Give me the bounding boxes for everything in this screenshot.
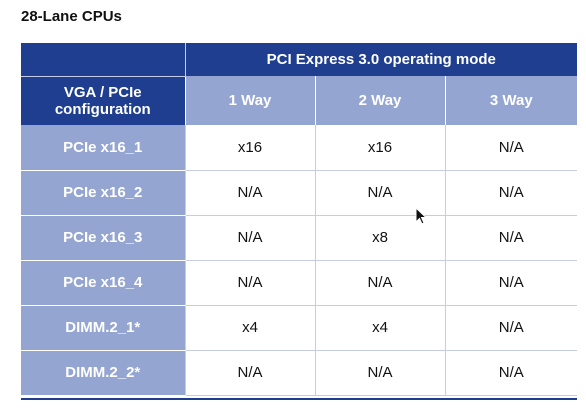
cell-value: N/A xyxy=(444,350,578,396)
row-label: DIMM.2_1* xyxy=(21,305,185,351)
column-header-1way: 1 Way xyxy=(184,76,315,125)
cell-value: N/A xyxy=(444,125,578,171)
row-label: PCIe x16_1 xyxy=(21,125,185,171)
row-label: DIMM.2_2* xyxy=(21,350,185,396)
cell-value: N/A xyxy=(184,215,315,261)
cell-value: N/A xyxy=(444,260,578,306)
table-row: DIMM.2_1* x4 x4 N/A xyxy=(21,305,578,351)
page-title: 28-Lane CPUs xyxy=(21,8,122,25)
table-bottom-rule xyxy=(21,398,577,400)
cell-value: N/A xyxy=(444,170,578,216)
config-header: VGA / PCIe configuration xyxy=(21,75,185,125)
pcie-config-table: PCI Express 3.0 operating mode VGA / PCI… xyxy=(21,43,578,396)
cell-value: N/A xyxy=(444,215,578,261)
cell-value: N/A xyxy=(184,260,315,306)
table-row: PCIe x16_3 N/A x8 N/A xyxy=(21,215,578,261)
cell-value: x8 xyxy=(314,215,445,261)
header-empty-cell xyxy=(21,43,185,76)
table-header-row-2: VGA / PCIe configuration 1 Way 2 Way 3 W… xyxy=(21,75,578,125)
table-row: DIMM.2_2* N/A N/A N/A xyxy=(21,350,578,396)
cell-value: N/A xyxy=(314,260,445,306)
row-label: PCIe x16_2 xyxy=(21,170,185,216)
table-row: PCIe x16_2 N/A N/A N/A xyxy=(21,170,578,216)
cell-value: x4 xyxy=(314,305,445,351)
cell-value: x16 xyxy=(184,125,315,171)
table-header-row-1: PCI Express 3.0 operating mode xyxy=(21,43,578,76)
cell-value: x16 xyxy=(314,125,445,171)
cell-value: N/A xyxy=(184,350,315,396)
cell-value: x4 xyxy=(184,305,315,351)
column-header-2way: 2 Way xyxy=(314,76,445,125)
config-header-line1: VGA / PCIe xyxy=(63,83,142,101)
mouse-pointer-icon xyxy=(415,207,427,225)
row-label: PCIe x16_4 xyxy=(21,260,185,306)
cell-value: N/A xyxy=(314,170,445,216)
cell-value: N/A xyxy=(184,170,315,216)
cell-value: N/A xyxy=(444,305,578,351)
row-label: PCIe x16_3 xyxy=(21,215,185,261)
config-header-line2: configuration xyxy=(54,100,151,118)
column-header-3way: 3 Way xyxy=(444,76,578,125)
cell-value: N/A xyxy=(314,350,445,396)
table-row: PCIe x16_4 N/A N/A N/A xyxy=(21,260,578,306)
operating-mode-header: PCI Express 3.0 operating mode xyxy=(184,43,578,76)
table-row: PCIe x16_1 x16 x16 N/A xyxy=(21,125,578,171)
